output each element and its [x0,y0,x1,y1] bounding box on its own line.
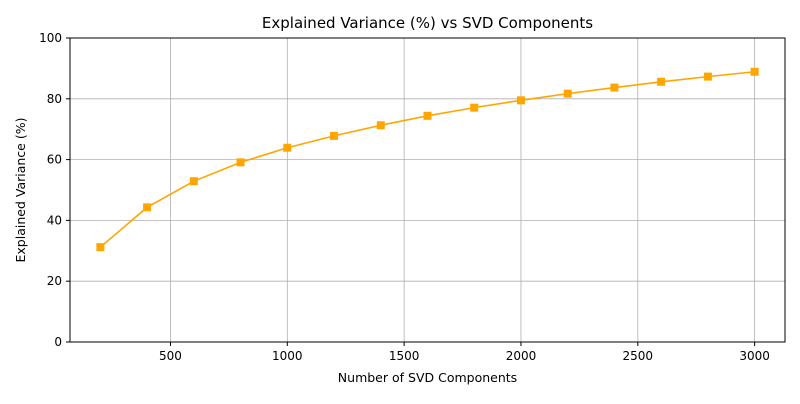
x-tick-label: 1000 [272,349,303,363]
data-point-marker [236,158,245,167]
axis-ticks: 500 1000 1500 2000 2500 3000 0 20 40 60 80 100 [39,31,770,363]
data-point-marker [657,77,666,86]
x-tick-label: 500 [159,349,182,363]
y-tick-label: 40 [47,213,62,227]
data-point-marker [703,72,712,81]
plot-area-frame [69,37,786,343]
y-tick-label: 80 [47,92,62,106]
y-axis-label: Explained Variance (%) [13,118,28,263]
x-axis-label: Number of SVD Components [338,370,517,385]
data-point-marker [470,103,479,112]
data-point-marker [330,131,339,140]
data-point-marker [143,203,152,212]
series-layer [96,67,759,252]
x-tick-label: 1500 [389,349,420,363]
x-tick-label: 3000 [739,349,770,363]
y-tick-label: 20 [47,274,62,288]
x-tick-label: 2500 [623,349,654,363]
x-tick-label: 2000 [506,349,537,363]
data-point-marker [376,121,385,130]
y-tick-label: 100 [39,31,62,45]
y-tick-label: 0 [54,335,62,349]
data-point-marker [423,111,432,120]
data-point-marker [96,243,105,252]
data-point-marker [516,96,525,105]
data-point-marker [610,83,619,92]
data-point-marker [563,89,572,98]
chart-title: Explained Variance (%) vs SVD Components [262,14,593,32]
data-point-marker [189,177,198,186]
data-point-marker [283,143,292,152]
y-tick-label: 60 [47,153,62,167]
data-point-marker [750,67,759,76]
